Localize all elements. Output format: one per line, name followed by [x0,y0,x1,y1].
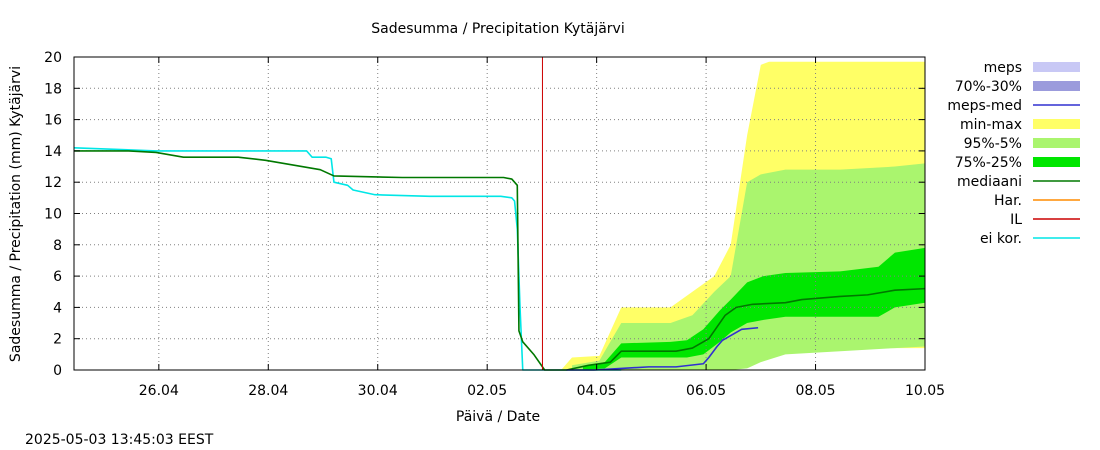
legend-swatch-p75-25 [1033,157,1080,167]
legend-swatch-p95-5 [1033,138,1080,148]
legend-swatch-min-max [1033,119,1080,129]
y-tick-label: 12 [44,175,62,191]
x-axis-label: Päivä / Date [456,409,540,425]
y-tick-label: 14 [44,144,62,160]
x-tick-label: 08.05 [795,383,835,399]
series-ei-kor [73,146,622,371]
legend-label-il: IL [1010,212,1022,228]
y-tick-label: 16 [44,113,62,129]
y-tick-label: 18 [44,81,62,97]
legend-label-p75-25: 75%-25% [955,155,1022,171]
legend-label-ei-kor: ei kor. [980,231,1022,247]
y-tick-label: 20 [44,50,62,66]
y-tick-label: 10 [44,207,62,223]
legend-label-min-max: min-max [960,117,1022,133]
y-tick-label: 6 [53,269,62,285]
legend-label-meps: meps [984,60,1022,76]
x-tick-label: 04.05 [577,383,617,399]
y-axis-label: Sadesumma / Precipitation (mm) Kytäjärvi [8,66,24,362]
x-tick-label: 10.05 [905,383,945,399]
x-tick-label: 30.04 [358,383,398,399]
plot-area: 0 2 4 6 8 10 12 14 16 18 20 26.04 28.04 30.04 02.05 04.… [44,50,945,399]
chart-title: Sadesumma / Precipitation Kytäjärvi [371,21,624,37]
legend-swatch-meps [1033,62,1080,72]
x-tick-label: 28.04 [248,383,288,399]
x-tick-label: 06.05 [686,383,726,399]
x-tick-label: 02.05 [467,383,507,399]
y-tick-label: 2 [53,332,62,348]
band-p95-5 [572,163,925,370]
x-tick-label: 26.04 [139,383,179,399]
legend-label-p95-5: 95%-5% [964,136,1022,152]
series-meps-med [566,326,759,371]
legend: meps 70%-30% meps-med min-max 95%-5% 75%-25% m… [947,60,1080,247]
legend-label-mediaani: mediaani [957,174,1022,190]
y-tick-label: 0 [53,363,62,379]
legend-label-p70-30: 70%-30% [955,79,1022,95]
legend-swatch-p70-30 [1033,81,1080,91]
y-tick-label: 8 [53,238,62,254]
timestamp: 2025-05-03 13:45:03 EEST [25,432,214,448]
legend-label-meps-med: meps-med [947,98,1022,114]
legend-label-har: Har. [994,193,1022,209]
band-p75-25 [582,247,925,370]
y-tick-label: 4 [53,300,62,316]
